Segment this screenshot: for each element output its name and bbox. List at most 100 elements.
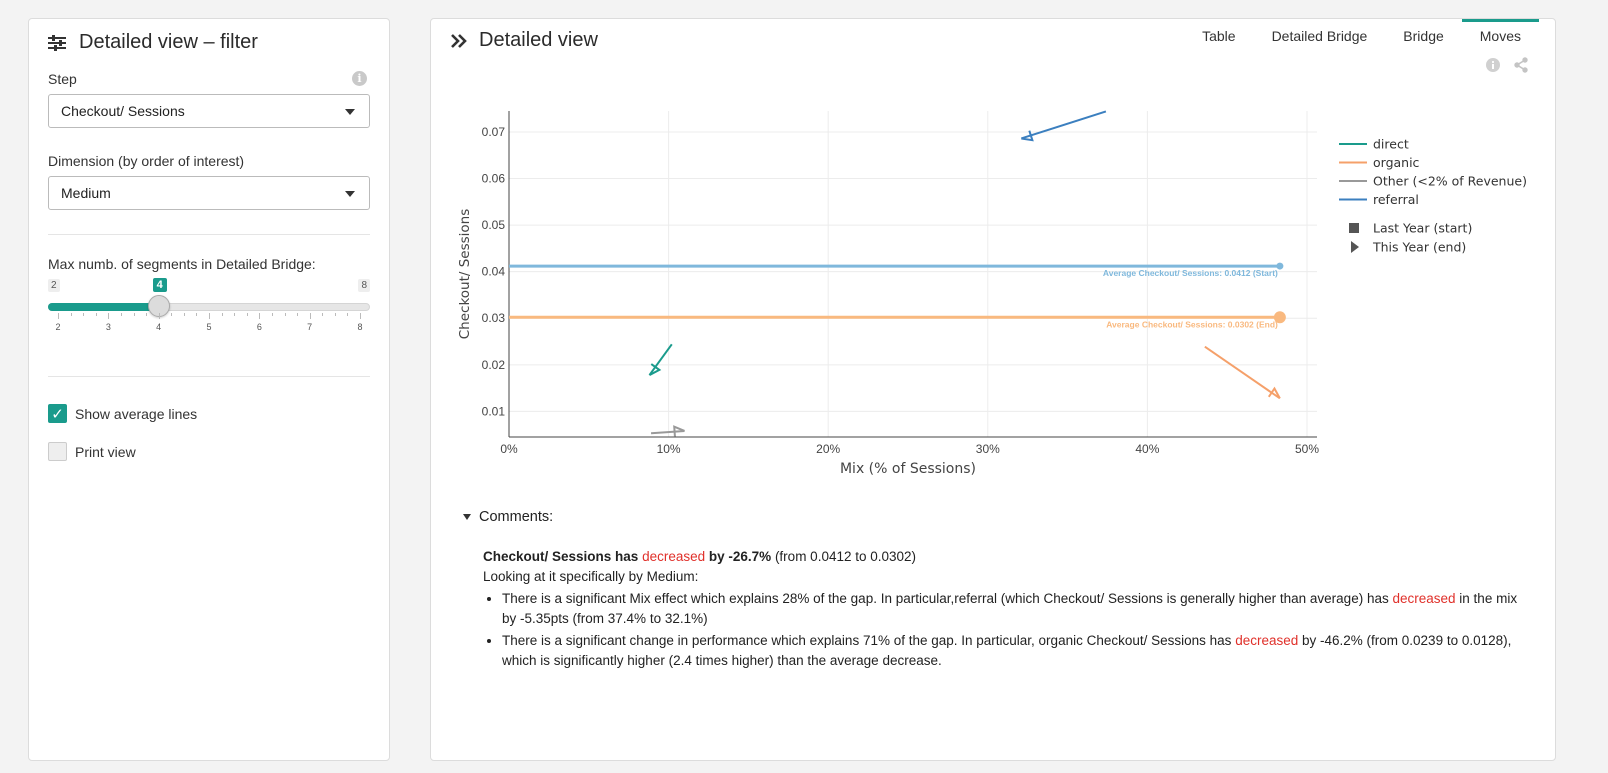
show-average-lines-label: Show average lines xyxy=(75,405,198,422)
summary-metric: Checkout/ Sessions has xyxy=(483,549,639,564)
filter-panel-title: Detailed view – filter xyxy=(79,31,258,53)
show-average-lines-checkbox[interactable]: ✓ xyxy=(48,404,67,423)
x-tick-label: 40% xyxy=(1135,442,1159,456)
y-tick-label: 0.04 xyxy=(482,265,506,279)
legend-triangle-symbol xyxy=(1351,241,1359,253)
tab-moves[interactable]: Moves xyxy=(1461,19,1539,52)
tab-detailed-bridge[interactable]: Detailed Bridge xyxy=(1271,28,1368,44)
tab-table[interactable]: Table xyxy=(1202,28,1236,44)
sliders-icon xyxy=(47,33,67,53)
comment-direction: decreased xyxy=(1235,633,1299,648)
average-line-label: Average Checkout/ Sessions: 0.0302 (End) xyxy=(1106,319,1278,329)
x-axis-title: Mix (% of Sessions) xyxy=(840,461,976,477)
slider-tick xyxy=(360,313,361,319)
slider-tick xyxy=(133,313,135,316)
slider-tick xyxy=(271,313,273,316)
legend-label: organic xyxy=(1373,155,1420,170)
slider-tick xyxy=(158,313,160,319)
series-arrow-other xyxy=(650,429,685,435)
comment-text: There is a significant Mix effect which … xyxy=(502,591,1389,606)
double-chevron-right-icon xyxy=(449,31,469,51)
comments-summary: Checkout/ Sessions has decreased by -26.… xyxy=(483,547,1523,567)
slider-value-label: 4 xyxy=(152,278,167,292)
slider-tick-label: 7 xyxy=(307,322,313,332)
x-tick-label: 0% xyxy=(500,442,518,456)
series-arrow-referral xyxy=(1021,110,1107,140)
slider-tick xyxy=(309,313,311,319)
filter-panel: Detailed view – filter Step i Checkout/ … xyxy=(28,18,390,761)
comments-toggle-label: Comments: xyxy=(479,509,554,525)
slider-ticks: 2 3 4 5 6 7 8 xyxy=(48,313,370,333)
y-tick-label: 0.05 xyxy=(482,218,506,232)
print-view-label: Print view xyxy=(75,443,136,460)
slider-tick xyxy=(95,313,97,316)
dimension-select-value: Medium xyxy=(61,185,111,201)
segments-slider[interactable]: 2 8 4 2 3 4 5 6 7 8 xyxy=(48,277,370,337)
view-tabs: Table Detailed Bridge Bridge Moves xyxy=(1184,19,1539,52)
dimension-select[interactable]: Medium xyxy=(48,176,370,210)
x-tick-label: 30% xyxy=(976,442,1000,456)
info-icon[interactable] xyxy=(1485,57,1501,73)
slider-tick xyxy=(58,313,59,319)
slider-tick xyxy=(221,313,223,316)
slider-tick xyxy=(108,313,110,319)
print-view-option[interactable]: Print view xyxy=(48,442,136,461)
comment-text: by -46.2% (from 0.0239 to 0.0128), which… xyxy=(502,633,1512,668)
comment-item: There is a significant Mix effect which … xyxy=(502,589,1523,629)
show-average-lines-option[interactable]: ✓ Show average lines xyxy=(48,404,197,423)
slider-tick xyxy=(70,313,72,316)
detail-panel: Detailed view Table Detailed Bridge Brid… xyxy=(430,18,1556,761)
slider-tick xyxy=(234,313,236,316)
arrow-head xyxy=(648,363,662,376)
chart-toolbar xyxy=(1485,57,1529,73)
info-icon[interactable]: i xyxy=(352,71,367,86)
average-line-label: Average Checkout/ Sessions: 0.0412 (Star… xyxy=(1103,268,1278,278)
legend-label: referral xyxy=(1373,192,1419,207)
comments-intro: Looking at it specifically by Medium: xyxy=(483,569,699,584)
arrow-head xyxy=(673,425,685,437)
divider xyxy=(48,376,370,377)
slider-tick xyxy=(284,313,286,316)
series-arrow-organic xyxy=(1204,345,1281,400)
slider-tick-label: 5 xyxy=(206,322,212,332)
chevron-down-icon xyxy=(345,109,355,115)
share-icon[interactable] xyxy=(1513,57,1529,73)
legend-label: direct xyxy=(1373,137,1409,152)
moves-chart[interactable]: 0% 10% 20% 30% 40% 50% 0.01 0.02 0.03 0.04 0.05 0.0… xyxy=(431,99,1551,499)
summary-direction: decreased xyxy=(642,549,706,564)
average-line-marker xyxy=(1276,262,1284,270)
x-tick-label: 10% xyxy=(657,442,681,456)
average-line-marker xyxy=(1273,311,1286,324)
y-tick-label: 0.02 xyxy=(482,358,506,372)
slider-fill xyxy=(48,303,159,311)
print-view-checkbox[interactable] xyxy=(48,442,67,461)
chevron-down-icon xyxy=(345,191,355,197)
slider-tick xyxy=(334,313,336,316)
filter-panel-header: Detailed view – filter xyxy=(47,31,258,54)
comments-section: Comments: Checkout/ Sessions has decreas… xyxy=(463,509,1523,671)
caret-down-icon xyxy=(463,514,471,520)
comments-toggle[interactable]: Comments: xyxy=(463,509,1523,525)
x-tick-label: 20% xyxy=(816,442,840,456)
x-tick-label: 50% xyxy=(1295,442,1319,456)
slider-tick xyxy=(196,313,198,316)
y-tick-label: 0.06 xyxy=(482,172,506,186)
y-tick-label: 0.07 xyxy=(482,125,506,139)
slider-tick xyxy=(322,313,324,316)
y-axis-title: Checkout/ Sessions xyxy=(457,209,473,340)
detail-panel-header: Detailed view xyxy=(449,29,598,52)
y-tick-label: 0.01 xyxy=(482,404,506,418)
tab-bridge[interactable]: Bridge xyxy=(1403,28,1444,44)
divider xyxy=(48,234,370,235)
legend-label: This Year (end) xyxy=(1372,240,1466,255)
legend-label: Other (<2% of Revenue) xyxy=(1373,174,1527,189)
comment-direction: decreased xyxy=(1392,591,1456,606)
slider-tick-label: 3 xyxy=(105,322,111,332)
slider-tick xyxy=(209,313,210,319)
summary-change: by -26.7% xyxy=(708,549,772,564)
slider-tick xyxy=(347,313,349,316)
slider-min-label: 2 xyxy=(48,279,60,292)
y-tick-label: 0.03 xyxy=(482,311,506,325)
slider-tick xyxy=(246,313,248,316)
step-select[interactable]: Checkout/ Sessions xyxy=(48,94,370,128)
